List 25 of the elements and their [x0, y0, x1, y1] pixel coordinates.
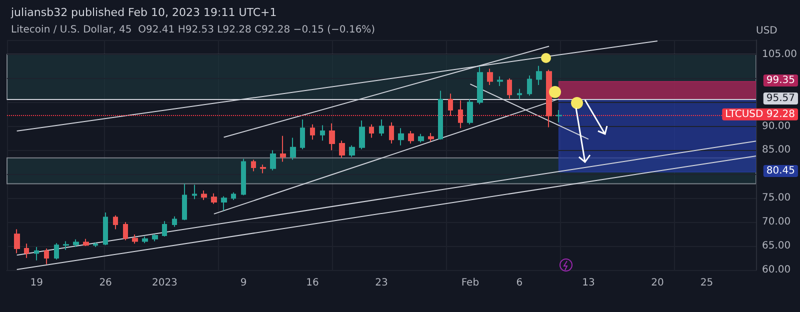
x-tick-label: 20	[651, 278, 664, 288]
ref-line-label: 95.57	[766, 93, 795, 104]
x-tick-label: 6	[516, 278, 523, 288]
y-tick-label: 70.00	[762, 216, 791, 228]
band-label: 80.45	[766, 166, 795, 177]
x-tick-label: 23	[375, 278, 388, 288]
x-tick-label: 2023	[152, 278, 178, 288]
y-tick-label: 90.00	[762, 120, 791, 132]
x-tick-label: 25	[700, 278, 714, 288]
y-tick-label: 60.00	[762, 264, 791, 276]
x-tick-label: 26	[99, 278, 112, 288]
chart-subtitle: Litecoin / U.S. Dollar, 45 O92.41 H92.53 L92.28 C92.28 −0.15 (−0.16%)	[11, 24, 376, 36]
y-tick-label: 65.00	[762, 240, 791, 252]
y-axis-title: USD	[756, 26, 778, 36]
x-tick-label: 13	[582, 278, 595, 288]
chart-title: juliansb32 published Feb 10, 2023 19:11 UTC+1	[10, 6, 277, 19]
y-tick-label: 75.00	[762, 192, 791, 204]
y-tick-label: 105.00	[762, 48, 797, 60]
band-label: 99.35	[766, 74, 795, 86]
x-tick-label: 16	[306, 278, 319, 288]
x-tick-label: Feb	[461, 278, 480, 288]
x-tick-label: 19	[30, 278, 43, 288]
x-tick-label: 9	[240, 278, 247, 288]
y-tick-label: 85.00	[762, 144, 791, 156]
ref-line-label: LTCUSD 92.28	[725, 108, 795, 120]
